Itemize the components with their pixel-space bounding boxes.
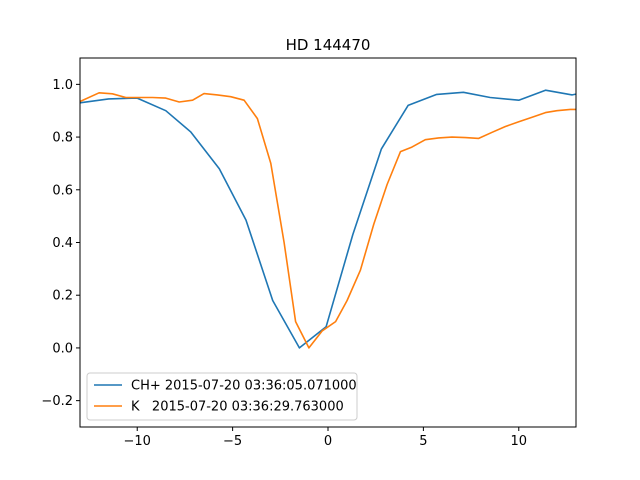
y-tick-label: 0.4 — [52, 236, 73, 251]
series-layer — [80, 89, 576, 349]
y-tick-label: 0.8 — [52, 131, 73, 146]
y-tick-label: 0.2 — [52, 289, 73, 304]
y-tick-label: 0.0 — [52, 341, 73, 356]
x-tick-label: 0 — [324, 434, 332, 449]
x-tick-label: 5 — [419, 434, 427, 449]
chart-title: HD 144470 — [286, 36, 371, 54]
y-tick-label: 1.0 — [52, 78, 73, 93]
legend: CH+ 2015-07-20 03:36:05.071000 K 2015-07-… — [86, 372, 358, 421]
y-axis: −0.2 0.0 0.2 0.4 0.6 0.8 1.0 — [41, 78, 80, 409]
y-tick-label: −0.2 — [41, 394, 73, 409]
x-tick-label: 10 — [510, 434, 527, 449]
x-tick-label: −5 — [223, 434, 242, 449]
legend-label-1: CH+ 2015-07-20 03:36:05.071000 — [131, 379, 357, 394]
legend-box — [86, 372, 358, 421]
legend-label-2: K 2015-07-20 03:36:29.763000 — [131, 400, 344, 415]
series-line-1 — [80, 89, 576, 349]
y-tick-label: 0.6 — [52, 183, 73, 198]
x-axis: −10 −5 0 5 10 — [124, 427, 527, 449]
plot-frame — [79, 57, 577, 428]
series-line-2 — [80, 92, 576, 349]
x-tick-label: −10 — [124, 434, 151, 449]
